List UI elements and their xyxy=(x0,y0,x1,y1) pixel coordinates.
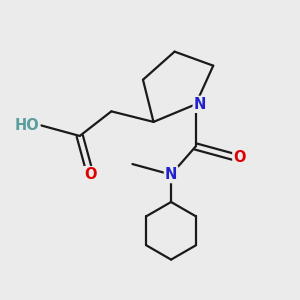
Text: HO: HO xyxy=(15,118,39,133)
Text: N: N xyxy=(194,97,206,112)
Text: O: O xyxy=(233,149,246,164)
Text: N: N xyxy=(165,167,177,182)
Text: O: O xyxy=(84,167,97,182)
